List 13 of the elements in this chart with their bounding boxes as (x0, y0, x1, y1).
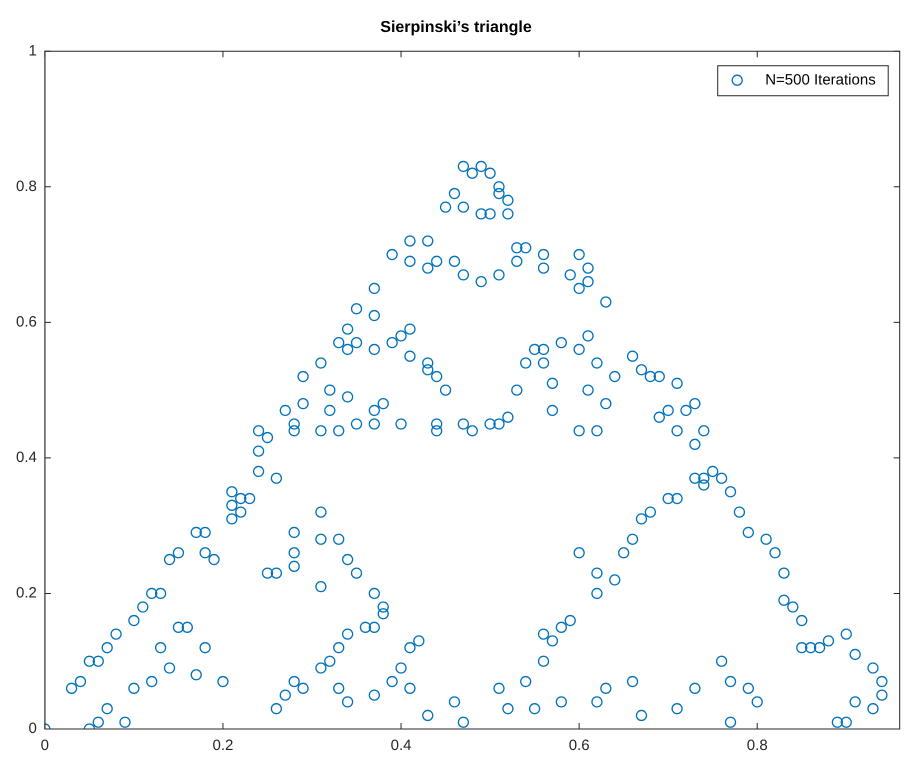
x-tick-label: 0 (40, 737, 50, 754)
legend-label: N=500 Iterations (765, 71, 876, 88)
y-tick-label: 0.8 (16, 178, 37, 195)
y-tick-label: 0.6 (16, 313, 37, 330)
y-tick-label: 1 (28, 42, 37, 60)
x-tick-label: 0.4 (390, 737, 412, 754)
chart-title: Sierpinski’s triangle (380, 19, 532, 36)
y-tick-label: 0 (28, 720, 37, 738)
y-tick-label: 0.2 (16, 584, 37, 602)
y-tick-label: 0.4 (16, 449, 37, 466)
x-tick-label: 0.6 (568, 737, 590, 754)
x-tick-label: 0.8 (746, 737, 768, 754)
x-tick-label: 0.2 (212, 737, 234, 754)
